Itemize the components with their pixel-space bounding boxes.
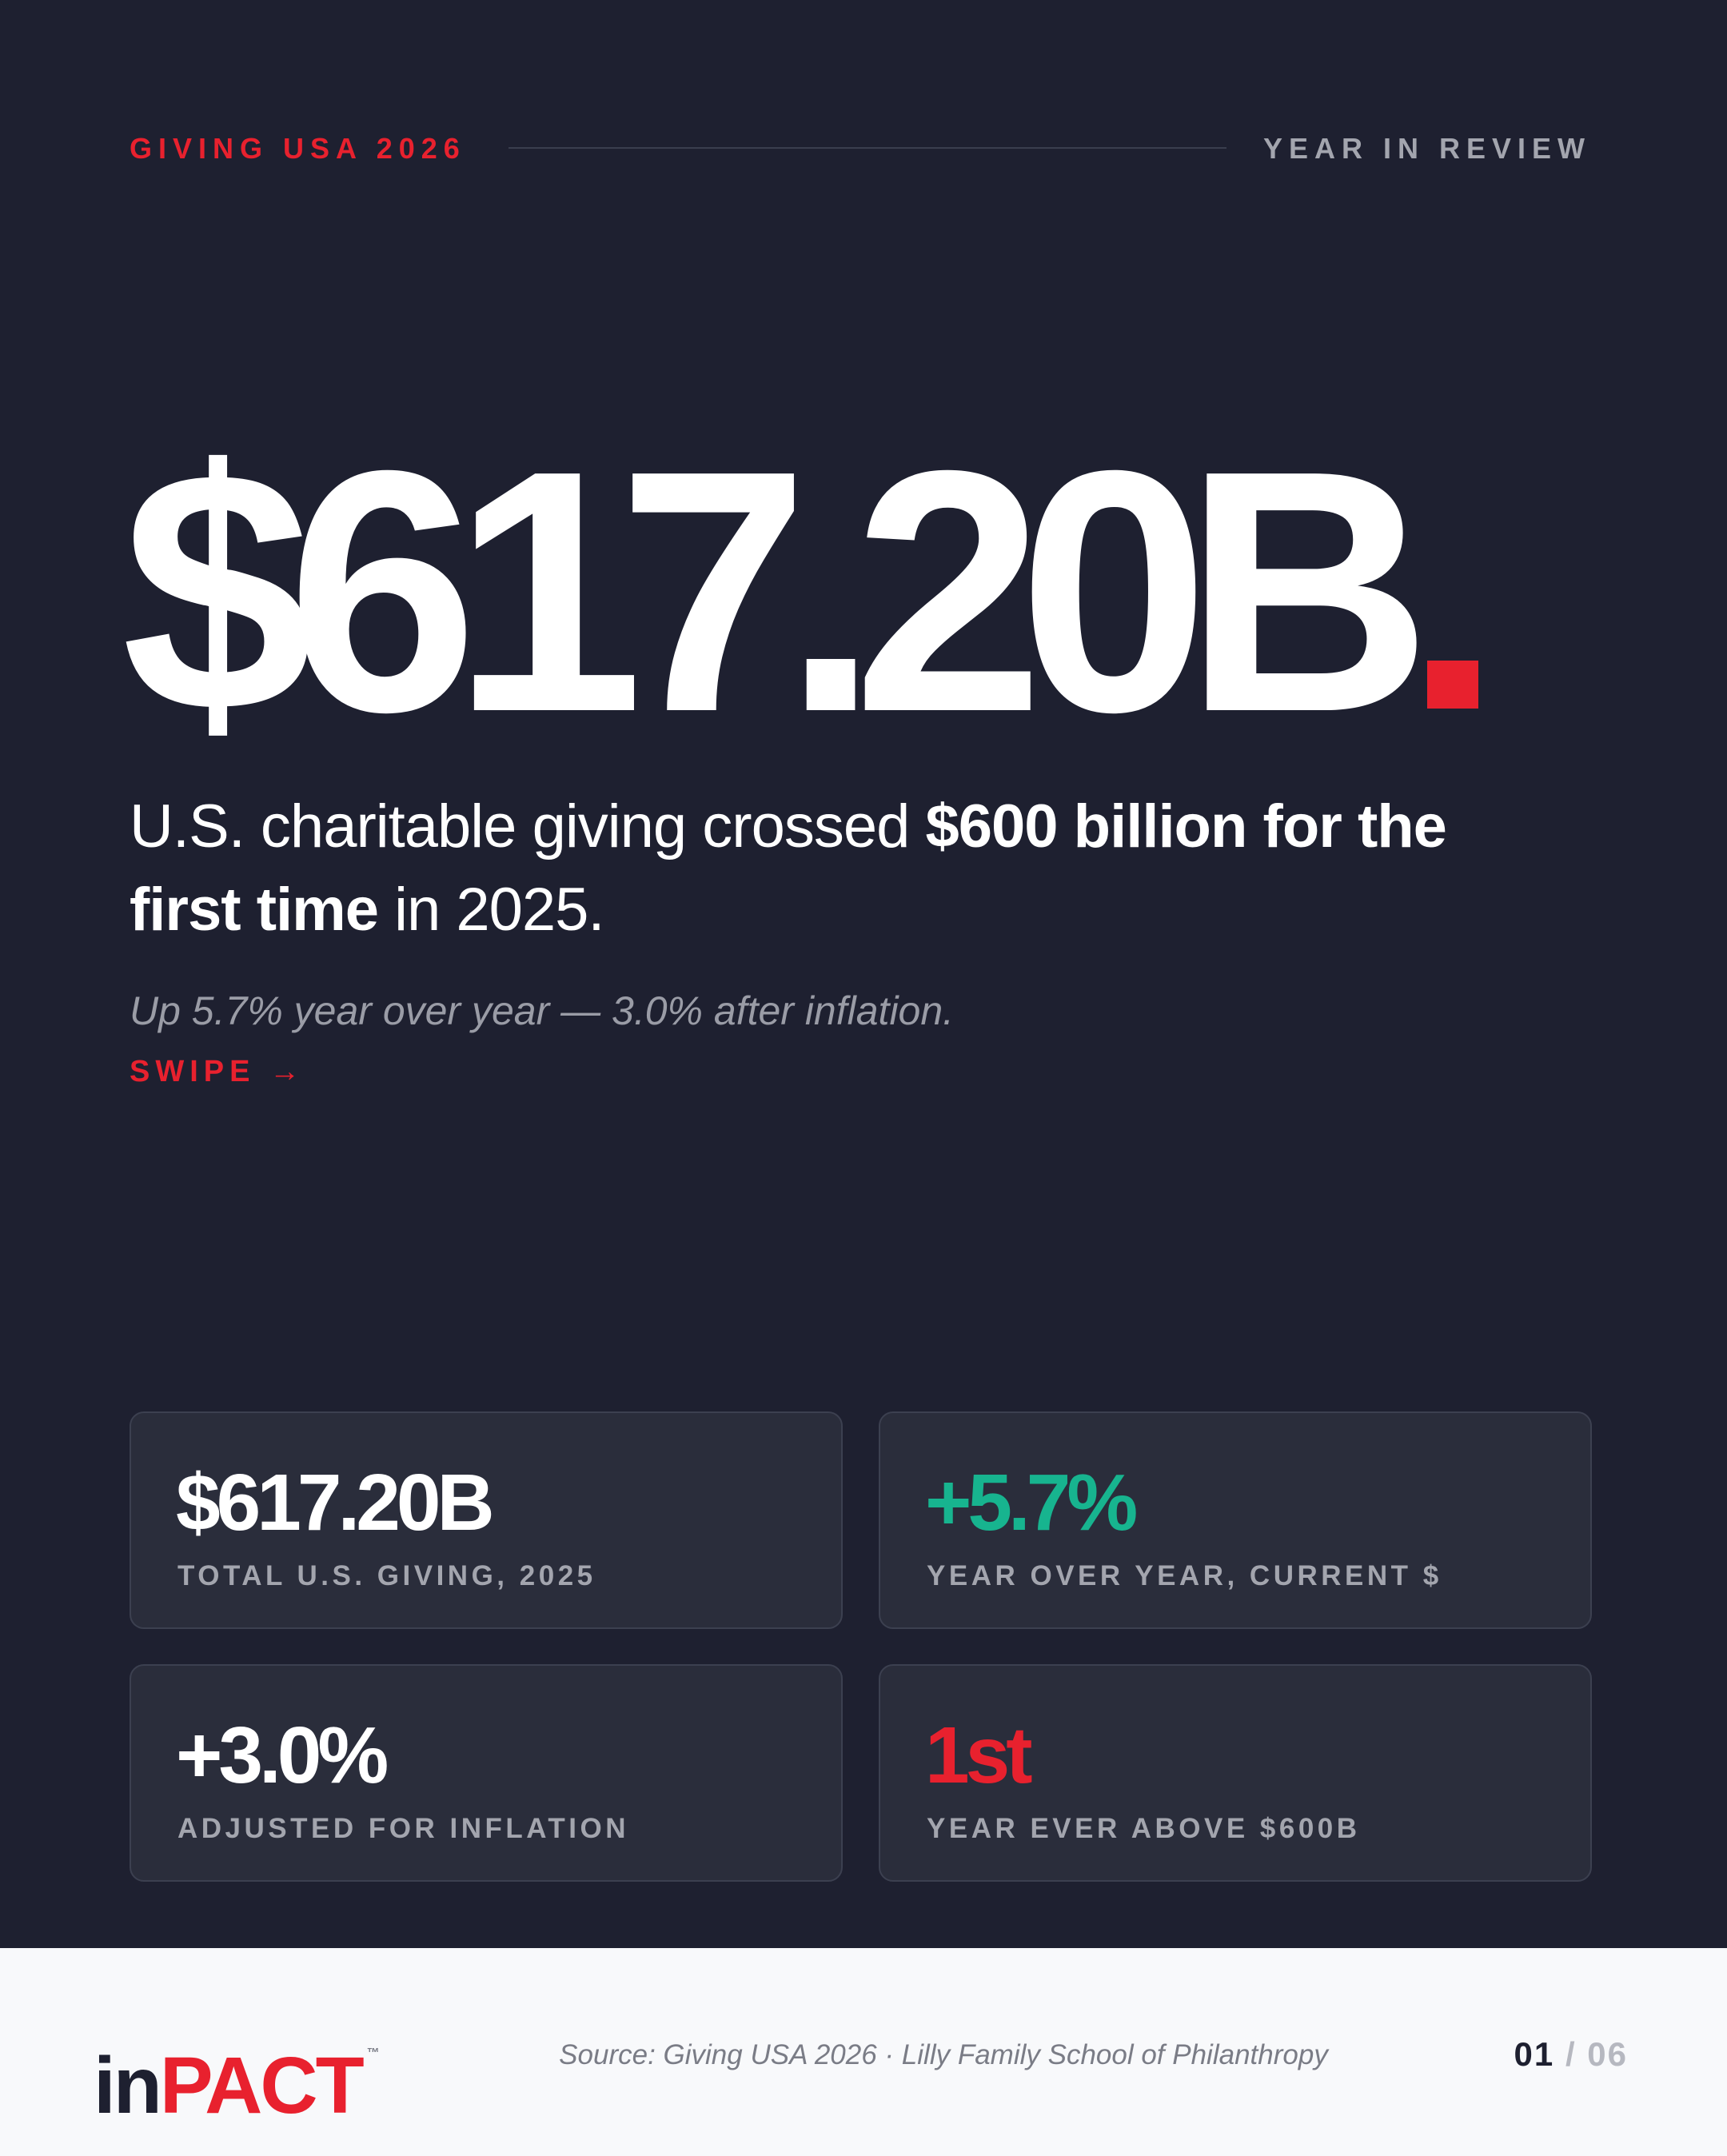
section-label: YEAR IN REVIEW — [1262, 132, 1591, 165]
stat-label: ADJUSTED FOR INFLATION — [177, 1813, 630, 1844]
stat-card: 1st YEAR EVER ABOVE $600B — [879, 1664, 1592, 1882]
stat-value: +5.7% — [925, 1458, 1138, 1547]
stat-card: $617.20B TOTAL U.S. GIVING, 2025 — [130, 1411, 843, 1629]
stat-value: 1st — [925, 1711, 1033, 1800]
hero-dot — [1427, 661, 1478, 709]
logo-pact: PACT — [159, 2041, 365, 2130]
page-current: 01 — [1514, 2035, 1555, 2073]
hero-figure: $617.20B — [122, 400, 1432, 784]
stat-label: TOTAL U.S. GIVING, 2025 — [177, 1560, 596, 1591]
kicker: GIVING USA 2026 — [130, 132, 466, 165]
source-note: Source: Giving USA 2026 · Lilly Family S… — [559, 2039, 1328, 2070]
subline: Up 5.7% year over year — 3.0% after infl… — [130, 988, 955, 1033]
stat-label: YEAR EVER ABOVE $600B — [927, 1813, 1361, 1844]
pager: 01 / 06 — [1514, 2034, 1628, 2074]
logo-trademark: ™ — [366, 2046, 380, 2060]
logo-in: in — [94, 2041, 162, 2130]
stat-value: +3.0% — [176, 1711, 389, 1800]
header-rule — [509, 147, 1226, 149]
footer — [0, 1948, 1727, 2156]
logo: inPACT ™ — [94, 2009, 380, 2130]
stat-value: $617.20B — [176, 1458, 495, 1547]
page-separator: / — [1565, 2035, 1577, 2073]
headline-tail: in 2025. — [377, 876, 604, 944]
headline-lead: U.S. charitable giving crossed — [130, 793, 926, 860]
headline-emphasis: $600 billion for the first time — [130, 793, 1447, 944]
page-total: 06 — [1587, 2035, 1628, 2073]
swipe-cta[interactable]: SWIPE → — [130, 1055, 306, 1088]
headline: U.S. charitable giving crossed $600 bill… — [130, 785, 1569, 952]
stat-card: +3.0% ADJUSTED FOR INFLATION — [130, 1664, 843, 1882]
stat-label: YEAR OVER YEAR, CURRENT $ — [927, 1560, 1442, 1591]
stat-card: +5.7% YEAR OVER YEAR, CURRENT $ — [879, 1411, 1592, 1629]
